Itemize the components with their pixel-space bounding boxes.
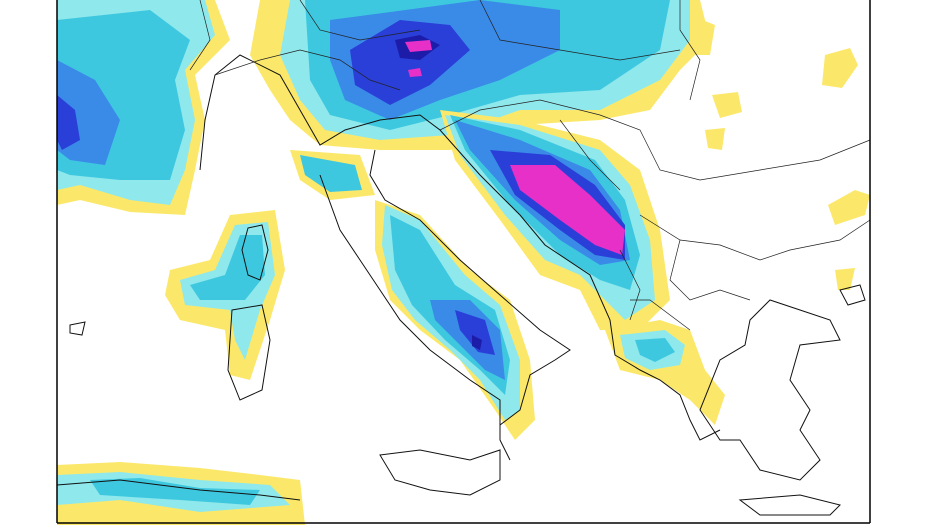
coastlines <box>56 54 866 516</box>
map-frame <box>56 0 871 524</box>
borders <box>189 0 871 331</box>
precipitation-field <box>57 0 870 525</box>
